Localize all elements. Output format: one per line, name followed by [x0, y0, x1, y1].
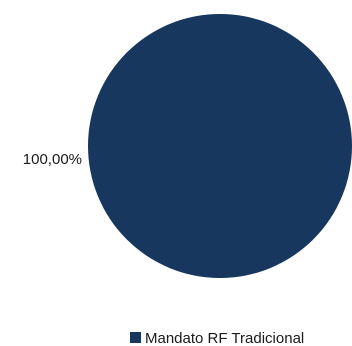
- legend-swatch: [130, 332, 141, 343]
- legend: Mandato RF Tradicional: [130, 330, 304, 346]
- slice-data-label: 100,00%: [23, 151, 82, 168]
- pie-slices: [88, 14, 352, 278]
- legend-entry-label: Mandato RF Tradicional: [145, 330, 304, 346]
- pie-slice: [88, 14, 352, 278]
